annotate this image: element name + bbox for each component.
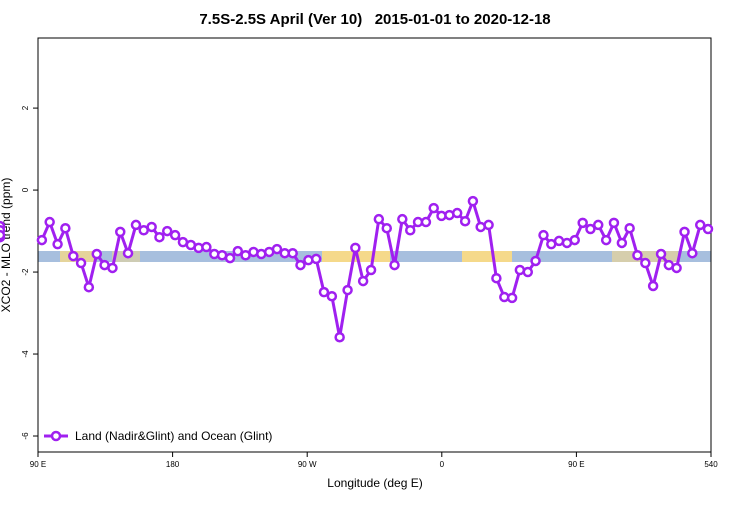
point [569, 234, 581, 246]
point [161, 225, 173, 237]
point [287, 247, 298, 259]
point [0, 229, 6, 241]
point [130, 219, 142, 231]
point [83, 281, 95, 293]
point [115, 226, 126, 238]
point [295, 259, 306, 271]
point [404, 224, 416, 236]
x-tick-label: 0 [440, 460, 445, 469]
point [506, 292, 518, 304]
y-tick-label: -6 [21, 432, 30, 440]
x-tick-label: 90 E [30, 460, 46, 469]
point [420, 216, 432, 228]
legend [40, 424, 280, 448]
point [522, 266, 534, 278]
point [75, 257, 87, 269]
point [640, 257, 651, 269]
point [154, 231, 165, 243]
point [342, 284, 353, 296]
point [687, 247, 698, 259]
point [671, 262, 682, 274]
x-tick-label: 540 [704, 460, 718, 469]
point [491, 272, 502, 284]
x-tick-label: 90 E [568, 460, 584, 469]
point [201, 241, 212, 253]
point [107, 262, 118, 274]
y-tick-label: 0 [21, 187, 30, 192]
point [271, 243, 283, 255]
point [146, 221, 157, 233]
point [326, 290, 338, 302]
x-tick-label: 180 [166, 460, 180, 469]
x-tick-label: 90 W [298, 460, 317, 469]
chart-title: 7.5S-2.5S April (Ver 10) 2015-01-01 to 2… [199, 11, 550, 28]
legend-label: Land (Nadir&Glint) and Ocean (Glint) [75, 429, 272, 443]
point [459, 215, 471, 227]
point [538, 229, 549, 241]
point [310, 253, 322, 265]
point [592, 219, 604, 231]
point [702, 223, 714, 235]
point [44, 216, 55, 228]
point [91, 248, 103, 260]
point [122, 247, 134, 259]
point [647, 280, 659, 292]
point [357, 275, 369, 287]
point [600, 234, 612, 246]
point [451, 207, 463, 219]
point [318, 286, 330, 298]
point [530, 255, 541, 267]
point [52, 238, 63, 250]
y-tick-label: -2 [21, 268, 30, 276]
point [397, 213, 408, 225]
point [36, 234, 48, 246]
point [389, 259, 400, 271]
point [350, 242, 361, 254]
y-tick-label: -4 [21, 350, 30, 358]
point [608, 217, 620, 229]
x-axis-label: Longitude (deg E) [327, 476, 422, 490]
point [467, 195, 479, 207]
point [373, 213, 385, 225]
plot-frame [37, 37, 712, 453]
point [169, 229, 181, 241]
point [694, 219, 706, 231]
point [483, 219, 494, 231]
point [577, 217, 588, 229]
point [365, 264, 377, 276]
point [679, 226, 690, 238]
point [232, 245, 244, 257]
y-axis-label: XCO2 - MLO trend (ppm) [0, 178, 13, 313]
point [224, 252, 236, 264]
point [632, 249, 643, 261]
point [428, 202, 439, 214]
point [381, 222, 393, 234]
point [585, 223, 596, 235]
y-tick-label: 2 [21, 105, 30, 110]
point [60, 222, 71, 234]
point [624, 222, 635, 234]
point [334, 331, 345, 343]
point [655, 248, 667, 260]
legend-marker [50, 430, 62, 442]
point [616, 237, 628, 249]
point [68, 250, 79, 262]
